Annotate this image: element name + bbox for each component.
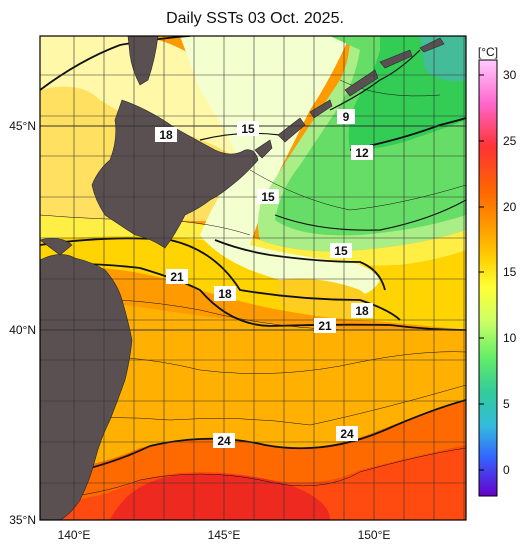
- colorbar-tick: 20: [503, 200, 517, 214]
- colorbar: [°C] 30 25 20 15 10 5 0: [478, 45, 517, 497]
- contour-label: 18: [159, 128, 173, 142]
- sst-field: [40, 36, 466, 520]
- lat-label: 35°N: [9, 513, 36, 527]
- contour-label: 15: [261, 190, 275, 204]
- contour-label: 15: [241, 122, 255, 136]
- contour-label: 12: [355, 146, 369, 160]
- contour-label: 18: [218, 287, 232, 301]
- lon-label: 145°E: [208, 528, 241, 542]
- colorbar-unit: [°C]: [478, 45, 498, 59]
- contour-label: 21: [170, 270, 184, 284]
- contour-label: 15: [334, 244, 348, 258]
- contour-label: 24: [217, 434, 231, 448]
- lat-label: 45°N: [9, 119, 36, 133]
- colorbar-tick: 15: [503, 265, 517, 279]
- colorbar-tick: 30: [503, 68, 517, 82]
- graticule: [40, 36, 466, 520]
- lon-label: 140°E: [58, 528, 91, 542]
- contour-label: 18: [355, 304, 369, 318]
- land: [40, 36, 445, 520]
- lon-label: 150°E: [358, 528, 391, 542]
- contour-label-group: 9 12 15 15 15 18 18 18 21 21 24 24: [155, 109, 373, 448]
- contour-label: 9: [343, 110, 350, 124]
- colorbar-tick: 5: [503, 397, 510, 411]
- map-title: Daily SSTs 03 Oct. 2025.: [166, 10, 344, 27]
- colorbar-tick: 10: [503, 331, 517, 345]
- colorbar-tick: 25: [503, 134, 517, 148]
- map-frame: [39, 35, 467, 521]
- lat-label: 40°N: [9, 323, 36, 337]
- colorbar-tick: 0: [503, 463, 510, 477]
- contour-label: 24: [340, 427, 354, 441]
- contour-label: 21: [318, 319, 332, 333]
- colorbar-scale: [478, 59, 498, 497]
